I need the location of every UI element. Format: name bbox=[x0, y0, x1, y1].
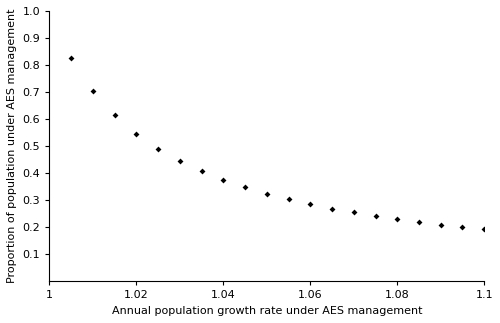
Y-axis label: Proportion of population under AES management: Proportion of population under AES manag… bbox=[7, 9, 17, 284]
X-axis label: Annual population growth rate under AES management: Annual population growth rate under AES … bbox=[112, 306, 422, 316]
